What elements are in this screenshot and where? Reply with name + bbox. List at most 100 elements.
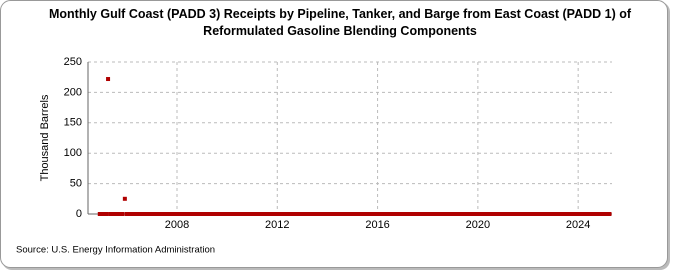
point <box>208 212 213 216</box>
point <box>546 212 551 216</box>
y-tick-label: 200 <box>64 86 82 98</box>
point <box>210 212 215 216</box>
point <box>386 212 391 216</box>
point <box>287 212 292 216</box>
point <box>532 212 537 216</box>
point <box>540 212 545 216</box>
point <box>120 212 125 216</box>
point <box>269 212 274 216</box>
point <box>118 212 123 216</box>
point <box>302 212 307 216</box>
plot: 0 50 100 150 200 250 2008 2012 2016 2020 2024 <box>64 56 612 231</box>
point <box>277 212 282 216</box>
point <box>590 212 595 216</box>
point <box>490 212 495 216</box>
point <box>356 212 361 216</box>
point <box>317 212 322 216</box>
point <box>294 212 299 216</box>
point <box>361 212 366 216</box>
point <box>312 212 317 216</box>
point <box>536 212 541 216</box>
x-tick-label: 2012 <box>265 219 289 231</box>
point <box>542 212 547 216</box>
point <box>457 212 462 216</box>
point <box>603 212 608 216</box>
point <box>139 212 144 216</box>
point <box>511 212 516 216</box>
point <box>369 212 374 216</box>
point <box>411 212 416 216</box>
point <box>220 212 225 216</box>
point <box>526 212 531 216</box>
point <box>143 212 148 216</box>
point <box>500 212 505 216</box>
point <box>419 212 424 216</box>
point <box>281 212 286 216</box>
point <box>423 212 428 216</box>
point <box>519 212 524 216</box>
point <box>231 212 236 216</box>
point <box>106 77 111 82</box>
point <box>156 212 161 216</box>
point <box>346 212 351 216</box>
point <box>126 212 131 216</box>
point <box>561 212 566 216</box>
point <box>544 212 549 216</box>
point <box>177 212 182 216</box>
point <box>187 212 192 216</box>
point <box>488 212 493 216</box>
point <box>252 212 257 216</box>
point <box>335 212 340 216</box>
point <box>342 212 347 216</box>
point <box>455 212 460 216</box>
point <box>329 212 334 216</box>
point <box>507 212 512 216</box>
point <box>402 212 407 216</box>
point <box>438 212 443 216</box>
point <box>528 212 533 216</box>
point <box>571 212 576 216</box>
point <box>300 212 305 216</box>
point <box>431 212 436 216</box>
point <box>133 212 138 216</box>
point <box>442 212 447 216</box>
point <box>580 212 585 216</box>
point <box>408 212 413 216</box>
point <box>189 212 194 216</box>
point <box>446 212 451 216</box>
point <box>323 212 328 216</box>
point <box>289 212 294 216</box>
point <box>425 212 430 216</box>
point <box>584 212 589 216</box>
point <box>465 212 470 216</box>
point <box>367 212 372 216</box>
point <box>413 212 418 216</box>
point <box>371 212 376 216</box>
point <box>352 212 357 216</box>
point <box>475 212 480 216</box>
point <box>592 212 597 216</box>
point <box>168 212 173 216</box>
point <box>271 212 276 216</box>
point <box>375 212 380 216</box>
y-tick-label: 0 <box>76 208 82 220</box>
point <box>440 212 445 216</box>
point <box>601 212 606 216</box>
point <box>204 212 209 216</box>
frame <box>0 0 668 268</box>
point <box>381 212 386 216</box>
point <box>275 212 280 216</box>
point <box>578 212 583 216</box>
point <box>551 212 556 216</box>
point <box>517 212 522 216</box>
point <box>327 212 332 216</box>
point <box>285 212 290 216</box>
point <box>569 212 574 216</box>
point <box>574 212 579 216</box>
point <box>394 212 399 216</box>
point <box>596 212 601 216</box>
point <box>193 212 198 216</box>
point <box>538 212 543 216</box>
point <box>505 212 510 216</box>
point <box>237 212 242 216</box>
